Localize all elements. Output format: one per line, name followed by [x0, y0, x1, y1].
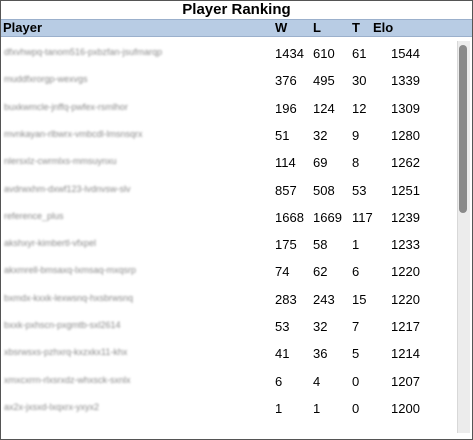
player-name: reference_plus: [4, 210, 64, 221]
elo-cell: 1217: [391, 319, 420, 334]
losses-cell: 495: [313, 73, 335, 89]
losses-cell: 4: [313, 373, 321, 389]
elo-cell: 1280: [391, 127, 420, 143]
table-row[interactable]: mvnkayan-rlbwrx-vmbcdl-lmsnsqrx 51 32 9 1280: [1, 119, 453, 146]
table-row[interactable]: akshxyr-kimbertl-vfxpel 175 58 1 1233: [1, 228, 453, 255]
elo-cell: 1220: [391, 291, 420, 307]
losses-cell: 1: [313, 400, 321, 416]
table-row[interactable]: bxmdx-kxxk-lexwsnq-hxsbrwsnq 283 243 15 1220: [1, 283, 453, 310]
scrollbar-thumb[interactable]: [459, 45, 467, 213]
wins-cell: 74: [275, 264, 290, 280]
ties-cell: 61: [352, 46, 367, 61]
elo-cell: 1214: [391, 346, 420, 362]
losses-cell: 58: [313, 237, 328, 253]
wins-cell: 376: [275, 73, 297, 89]
column-header-wins[interactable]: W: [275, 20, 288, 35]
ties-cell: 15: [352, 291, 367, 307]
ties-cell: 1: [352, 237, 360, 253]
column-header-ties[interactable]: T: [352, 20, 360, 35]
page-title: Player Ranking: [1, 1, 472, 19]
ties-cell: 117: [352, 209, 373, 225]
ties-cell: 12: [352, 100, 367, 116]
player-name: akshxyr-kimbertl-vfxpel: [4, 238, 97, 249]
losses-cell: 610: [313, 46, 335, 61]
ties-cell: 9: [352, 127, 360, 143]
elo-cell: 1220: [391, 264, 420, 280]
losses-cell: 124: [313, 100, 335, 116]
losses-cell: 62: [313, 264, 328, 280]
elo-cell: 1207: [391, 373, 420, 389]
column-header-losses[interactable]: L: [313, 20, 321, 35]
player-name: dfxvhwpq-tanom516-pxbzfan-jsufmarqp: [4, 47, 163, 57]
elo-cell: 1239: [391, 209, 420, 225]
player-name: muddfxrorgp-wexvgs: [4, 74, 88, 85]
table-row[interactable]: dfxvhwpq-tanom516-pxbzfan-jsufmarqp 1434 6…: [1, 37, 453, 64]
player-name: bxxk-pxhscn-pxgmtb-sxl2614: [4, 320, 121, 330]
player-name: akxmrell-bmsaxq-lxmsaq-mxqsrp: [4, 265, 137, 276]
elo-cell: 1309: [391, 100, 420, 116]
wins-cell: 53: [275, 319, 290, 334]
player-name: nlersxlz-cwrmlxs-mmsuynxu: [4, 156, 117, 167]
table-row[interactable]: akxmrell-bmsaxq-lxmsaq-mxqsrp 74 62 6 1220: [1, 255, 453, 282]
player-name: xbsrwsxs-pzhxrq-kxzxkx11-khx: [4, 347, 128, 358]
elo-cell: 1200: [391, 400, 420, 416]
player-name: mvnkayan-rlbwrx-vmbcdl-lmsnsqrx: [4, 128, 143, 139]
elo-cell: 1544: [391, 46, 420, 61]
table-row[interactable]: xbsrwsxs-pzhxrq-kxzxkx11-khx 41 36 5 1214: [1, 337, 453, 364]
ties-cell: 6: [352, 264, 360, 280]
table-row[interactable]: muddfxrorgp-wexvgs 376 495 30 1339: [1, 64, 453, 91]
table-row[interactable]: bxxk-pxhscn-pxgmtb-sxl2614 53 32 7 1217: [1, 310, 453, 337]
player-name: avdrwxhm-dxwf123-lvdnvsw-slv: [4, 183, 131, 194]
elo-cell: 1339: [391, 73, 420, 89]
table-row[interactable]: buxkwmcle-jnffq-pwfex-rsmlhor 196 124 12 130…: [1, 92, 453, 119]
wins-cell: 6: [275, 373, 283, 389]
wins-cell: 857: [275, 182, 297, 198]
table-row[interactable]: xmxcxrrn-rlxsrxdz-whxsck-sxnlx 6 4 0 1207: [1, 365, 453, 392]
wins-cell: 1: [275, 400, 283, 416]
ties-cell: 53: [352, 182, 367, 198]
ties-cell: 8: [352, 155, 360, 171]
column-header-player[interactable]: Player: [3, 20, 43, 35]
table-header: Player W L T Elo: [1, 19, 472, 37]
elo-cell: 1262: [391, 155, 420, 171]
wins-cell: 283: [275, 291, 297, 307]
ties-cell: 7: [352, 319, 360, 334]
losses-cell: 508: [313, 182, 335, 198]
ties-cell: 0: [352, 400, 360, 416]
wins-cell: 51: [275, 127, 290, 143]
player-name: buxkwmcle-jnffq-pwfex-rsmlhor: [4, 101, 128, 112]
wins-cell: 41: [275, 346, 290, 362]
ties-cell: 30: [352, 73, 367, 89]
losses-cell: 32: [313, 127, 328, 143]
wins-cell: 1434: [275, 46, 304, 61]
wins-cell: 114: [275, 155, 296, 171]
wins-cell: 196: [275, 100, 297, 116]
ties-cell: 0: [352, 373, 360, 389]
table-row[interactable]: nlersxlz-cwrmlxs-mmsuynxu 114 69 8 1262: [1, 146, 453, 173]
player-name: xmxcxrrn-rlxsrxdz-whxsck-sxnlx: [4, 374, 131, 385]
losses-cell: 36: [313, 346, 328, 362]
table-row[interactable]: ax2x-jxsxd-lxqxrx-yxyx2 1 1 0 1200: [1, 392, 453, 419]
elo-cell: 1233: [391, 237, 420, 253]
losses-cell: 69: [313, 155, 328, 171]
player-name: bxmdx-kxxk-lexwsnq-hxsbrwsnq: [4, 292, 134, 303]
losses-cell: 32: [313, 319, 328, 334]
column-header-elo[interactable]: Elo: [373, 20, 394, 35]
table-row[interactable]: avdrwxhm-dxwf123-lvdnvsw-slv 857 508 53 1251: [1, 174, 453, 201]
wins-cell: 1668: [275, 209, 304, 225]
table-row[interactable]: reference_plus 1668 1669 117 1239: [1, 201, 453, 228]
losses-cell: 243: [313, 291, 335, 307]
wins-cell: 175: [275, 237, 297, 253]
ranking-list: dfxvhwpq-tanom516-pxbzfan-jsufmarqp 1434 6…: [1, 37, 453, 439]
elo-cell: 1251: [391, 182, 420, 198]
player-name: ax2x-jxsxd-lxqxrx-yxyx2: [4, 401, 100, 412]
losses-cell: 1669: [313, 209, 342, 225]
ties-cell: 5: [352, 346, 360, 362]
